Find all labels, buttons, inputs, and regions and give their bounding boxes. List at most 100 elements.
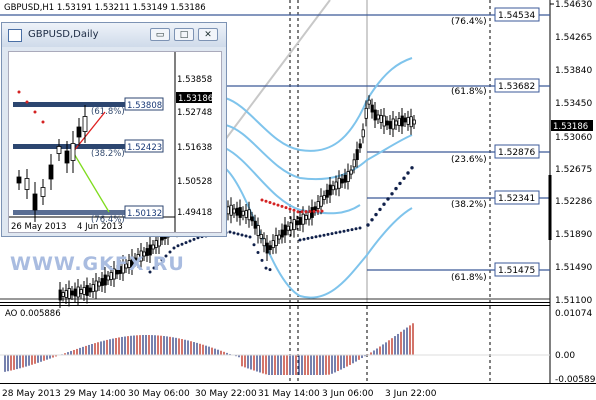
period-separators xyxy=(289,0,491,383)
chart-window-icon xyxy=(8,29,22,42)
ao-tick: -0.00589 xyxy=(555,375,596,385)
price-tick: 1.54630 xyxy=(555,0,592,10)
sar-dot xyxy=(192,237,196,241)
minimize-button[interactable]: ▭ xyxy=(150,28,170,41)
candle-body xyxy=(73,288,77,297)
price-tick: 1.51100 xyxy=(555,296,592,306)
inset-fib-value: 1.52423 xyxy=(127,143,162,153)
candle-body xyxy=(253,220,257,229)
inset-candle xyxy=(64,150,70,164)
candle-body xyxy=(349,169,353,175)
candle-body xyxy=(325,189,329,198)
sar-dot xyxy=(334,231,338,235)
candle-body xyxy=(265,242,269,254)
inset-fib-pct: (38.2%) xyxy=(91,149,125,159)
candle-body xyxy=(247,209,251,221)
candle-body xyxy=(268,245,272,251)
sar-dot xyxy=(160,258,164,262)
sar-dot xyxy=(236,232,240,236)
candle-body xyxy=(97,281,101,287)
inset-candle xyxy=(76,126,82,138)
inset-fib-value: 1.53808 xyxy=(127,101,162,111)
sar-dot xyxy=(358,226,362,230)
price-tick: 1.52675 xyxy=(555,165,592,175)
sar-dot xyxy=(316,209,320,213)
sar-dot xyxy=(298,238,302,242)
fib-pct-3: (23.6%) xyxy=(451,155,487,165)
candle-body xyxy=(226,206,230,215)
candle-body xyxy=(136,254,140,262)
candle-body xyxy=(94,280,98,292)
candle-body xyxy=(400,115,404,127)
sar-dot xyxy=(304,210,308,214)
sar-dot xyxy=(276,203,280,207)
candle-body xyxy=(346,171,350,182)
candle-body xyxy=(118,266,122,274)
inset-candle xyxy=(82,116,88,132)
inset-price-tick: 1.51638 xyxy=(177,143,212,153)
candle-body xyxy=(145,248,149,256)
ao-tick: 0.00 xyxy=(555,351,575,361)
candle-body xyxy=(271,240,275,249)
candle-body xyxy=(376,114,380,120)
sar-dot xyxy=(308,210,312,214)
candle-body xyxy=(334,181,338,190)
candle-body xyxy=(367,99,371,105)
sar-dot xyxy=(288,207,292,211)
candle-body xyxy=(127,260,131,268)
candle-body xyxy=(67,288,71,299)
candle-body xyxy=(358,143,362,149)
time-tick: 28 May 2013 xyxy=(2,389,61,399)
sar-dot xyxy=(402,176,406,180)
candle-body xyxy=(130,256,134,268)
candle-body xyxy=(298,217,302,225)
candle-body xyxy=(328,184,332,196)
candle-body xyxy=(235,207,239,216)
sar-dot xyxy=(228,230,232,234)
sar-dot xyxy=(240,233,244,237)
price-tick: 1.51890 xyxy=(555,230,592,240)
candle-body xyxy=(373,109,377,121)
candle-body xyxy=(61,292,65,297)
window-titlebar[interactable]: GBPUSD,Daily ▭ □ ✕ xyxy=(2,23,226,47)
inset-price-tick: 1.52748 xyxy=(177,108,212,118)
candle-body xyxy=(319,195,323,207)
candle-body xyxy=(370,104,374,113)
sar-dot xyxy=(350,228,354,232)
candle-body xyxy=(79,289,83,294)
daily-chart-window[interactable]: GBPUSD,Daily ▭ □ ✕ 1.53808 1.52423 1.501… xyxy=(1,22,227,237)
candle-body xyxy=(295,220,299,226)
candle-body xyxy=(352,159,356,168)
candle-body xyxy=(91,284,95,292)
candle-body xyxy=(322,195,326,200)
sar-dot xyxy=(268,268,272,272)
maximize-button[interactable]: □ xyxy=(174,28,194,41)
inset-candle xyxy=(40,187,46,197)
inset-price-tick: 1.53858 xyxy=(177,75,212,85)
sar-dot xyxy=(280,204,284,208)
candle-body xyxy=(232,208,236,214)
candle-body xyxy=(382,115,386,127)
inset-candle xyxy=(56,146,62,154)
bollinger-bands xyxy=(224,57,413,299)
inset-time-tick: 26 May 2013 xyxy=(11,222,66,232)
sar-dot xyxy=(310,236,314,240)
candle-body xyxy=(394,120,398,126)
fib-value-1: 1.54534 xyxy=(498,11,535,21)
fib-value-4: 1.52341 xyxy=(498,194,535,204)
sar-dot xyxy=(312,209,316,213)
close-button[interactable]: ✕ xyxy=(198,28,218,41)
candle-body xyxy=(343,174,347,183)
candle-body xyxy=(283,224,287,236)
fib-bar xyxy=(13,210,125,215)
candle-body xyxy=(109,272,113,280)
candle-body xyxy=(292,219,296,231)
candle-body xyxy=(385,120,389,126)
candle-body xyxy=(397,118,401,126)
candle-body xyxy=(229,204,233,216)
candle-body xyxy=(412,119,416,125)
ao-histogram xyxy=(4,323,414,375)
sar-dot xyxy=(292,208,296,212)
candle-body xyxy=(124,263,128,269)
candle-body xyxy=(76,286,80,298)
